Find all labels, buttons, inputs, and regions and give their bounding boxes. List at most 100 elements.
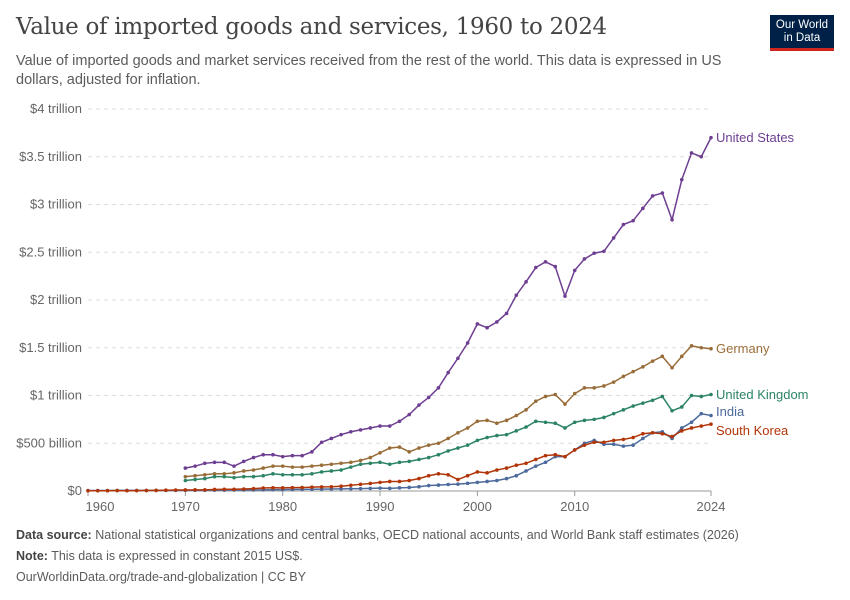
- data-point: [602, 249, 606, 254]
- data-point: [621, 408, 626, 412]
- data-point: [183, 478, 188, 483]
- data-point: [689, 426, 694, 430]
- data-source: Data source: National statistical organi…: [16, 528, 739, 542]
- data-point: [212, 474, 217, 479]
- data-point: [709, 135, 713, 140]
- data-point: [660, 431, 665, 436]
- logo-line1: Our World: [775, 19, 829, 31]
- data-point: [290, 472, 295, 477]
- data-point: [115, 488, 120, 493]
- data-point: [495, 468, 499, 472]
- data-point: [358, 458, 363, 463]
- x-tick-label: 1990: [366, 499, 395, 514]
- data-point: [300, 453, 304, 458]
- source-text: National statistical organizations and c…: [95, 528, 739, 542]
- data-point: [504, 476, 509, 481]
- data-point: [436, 483, 441, 487]
- data-point: [280, 454, 285, 459]
- series-label: South Korea: [716, 423, 789, 438]
- data-point: [631, 443, 635, 447]
- data-point: [271, 452, 275, 457]
- data-point: [251, 468, 256, 472]
- data-point: [144, 488, 149, 493]
- y-tick-label: $1 trillion: [30, 388, 82, 403]
- data-point: [339, 484, 343, 489]
- data-point: [582, 257, 587, 261]
- source-url[interactable]: OurWorldinData.org/trade-and-globalizati…: [16, 570, 306, 584]
- data-point: [271, 464, 275, 468]
- data-point: [495, 478, 499, 483]
- data-point: [310, 472, 314, 476]
- data-point: [329, 462, 334, 467]
- data-point: [417, 476, 421, 481]
- data-point: [641, 436, 645, 441]
- data-point: [465, 443, 470, 447]
- y-tick-label: $3.5 trillion: [19, 149, 82, 164]
- data-point: [261, 473, 266, 478]
- x-tick-label: 1970: [171, 499, 200, 514]
- data-point: [699, 154, 704, 159]
- data-point: [563, 454, 567, 459]
- data-point: [641, 365, 645, 369]
- data-point: [232, 464, 236, 468]
- data-point: [553, 392, 558, 397]
- data-point: [611, 380, 616, 384]
- data-point: [533, 464, 538, 468]
- x-tick-label: 1960: [86, 499, 115, 514]
- data-point: [553, 452, 558, 457]
- data-point: [436, 472, 441, 476]
- data-point: [504, 432, 509, 437]
- series-label: Germany: [716, 341, 770, 356]
- data-point: [485, 325, 489, 330]
- data-point: [553, 421, 558, 425]
- data-point: [193, 464, 197, 468]
- data-point: [514, 473, 519, 478]
- data-point: [543, 460, 548, 465]
- data-point: [280, 472, 285, 477]
- data-point: [699, 394, 704, 399]
- owid-logo[interactable]: Our World in Data: [770, 15, 834, 51]
- data-point: [611, 236, 616, 240]
- data-point: [514, 293, 519, 298]
- series-line-germany: [185, 345, 712, 478]
- data-point: [378, 460, 382, 465]
- data-point: [446, 370, 450, 375]
- data-point: [232, 487, 236, 492]
- data-point: [689, 344, 694, 348]
- data-point: [241, 459, 246, 464]
- data-point: [407, 478, 412, 483]
- data-point: [514, 463, 519, 468]
- data-point: [339, 461, 343, 466]
- data-point: [368, 461, 373, 466]
- data-point: [378, 480, 382, 485]
- data-point: [572, 448, 577, 452]
- x-tick-label: 2000: [463, 499, 492, 514]
- data-point: [397, 479, 402, 484]
- data-point: [290, 465, 295, 469]
- data-point: [212, 472, 217, 476]
- data-point: [679, 405, 684, 409]
- data-point: [368, 455, 373, 460]
- data-point: [193, 488, 197, 492]
- data-point: [650, 359, 655, 363]
- chart-title: Value of imported goods and services, 19…: [16, 14, 607, 40]
- data-point: [475, 470, 480, 474]
- data-point: [349, 487, 353, 491]
- data-point: [241, 487, 246, 491]
- data-point: [310, 464, 314, 468]
- data-point: [650, 430, 655, 435]
- data-point: [232, 475, 236, 480]
- data-point: [339, 432, 343, 437]
- series-label: United States: [716, 130, 795, 145]
- data-point: [183, 466, 188, 470]
- data-point: [446, 436, 450, 441]
- data-point: [446, 482, 450, 487]
- data-point: [310, 450, 314, 454]
- data-point: [183, 488, 188, 492]
- data-point: [387, 424, 392, 428]
- data-point: [543, 420, 548, 425]
- data-point: [397, 419, 402, 424]
- data-point: [329, 469, 334, 473]
- data-point: [368, 486, 373, 491]
- data-point: [650, 398, 655, 403]
